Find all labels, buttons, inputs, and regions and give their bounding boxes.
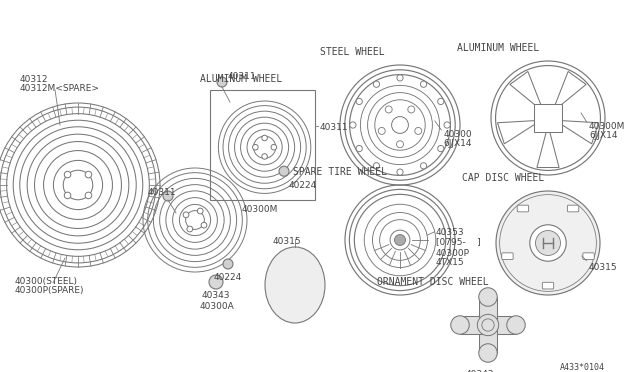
Text: 40300M: 40300M [589, 122, 625, 131]
Circle shape [350, 122, 356, 128]
Circle shape [420, 163, 427, 169]
Text: 40311: 40311 [320, 123, 349, 132]
Text: ALUMINUM WHEEL: ALUMINUM WHEEL [200, 74, 282, 84]
Circle shape [392, 116, 408, 134]
Circle shape [373, 81, 380, 87]
Circle shape [262, 135, 268, 141]
Circle shape [163, 191, 173, 201]
Text: 40353: 40353 [436, 228, 465, 237]
Polygon shape [479, 297, 497, 325]
Circle shape [451, 316, 469, 334]
Circle shape [85, 171, 92, 178]
FancyBboxPatch shape [502, 253, 513, 260]
Text: 40315: 40315 [273, 237, 301, 246]
Text: 40224: 40224 [214, 273, 242, 282]
Text: 40300P(SPARE): 40300P(SPARE) [15, 286, 84, 295]
Polygon shape [497, 121, 536, 144]
Circle shape [397, 141, 403, 148]
Text: STEEL WHEEL: STEEL WHEEL [320, 47, 384, 57]
Circle shape [201, 222, 207, 228]
Circle shape [64, 171, 71, 178]
Text: 40300(STEEL): 40300(STEEL) [15, 277, 78, 286]
Circle shape [507, 316, 525, 334]
Polygon shape [488, 316, 516, 334]
Polygon shape [554, 71, 586, 109]
Circle shape [538, 108, 544, 114]
Circle shape [356, 145, 362, 152]
Circle shape [444, 122, 450, 128]
Polygon shape [559, 121, 598, 144]
Ellipse shape [265, 247, 325, 323]
Text: 40315: 40315 [589, 263, 617, 272]
Circle shape [397, 169, 403, 175]
Text: 40300M: 40300M [241, 205, 278, 214]
Text: 40343: 40343 [466, 370, 494, 372]
Circle shape [197, 208, 203, 214]
Circle shape [479, 344, 497, 362]
FancyBboxPatch shape [568, 205, 579, 212]
Text: 40312: 40312 [20, 75, 49, 84]
Text: A433*0104: A433*0104 [560, 363, 605, 372]
Circle shape [408, 106, 415, 113]
Circle shape [356, 98, 362, 105]
Circle shape [271, 144, 276, 150]
FancyBboxPatch shape [542, 282, 554, 289]
Text: SPARE TIRE WHEEL: SPARE TIRE WHEEL [293, 167, 387, 177]
Text: 6JJX14: 6JJX14 [443, 139, 472, 148]
Text: CAP DISC WHEEL: CAP DISC WHEEL [462, 173, 544, 183]
Text: 40312M<SPARE>: 40312M<SPARE> [20, 84, 100, 93]
Circle shape [378, 128, 385, 134]
Text: ALUMINUM WHEEL: ALUMINUM WHEEL [457, 43, 539, 53]
Text: 40224: 40224 [289, 181, 317, 190]
Circle shape [209, 275, 223, 289]
Circle shape [397, 75, 403, 81]
Circle shape [394, 234, 406, 246]
Text: ORNAMENT DISC WHEEL: ORNAMENT DISC WHEEL [377, 277, 489, 287]
Text: 40311: 40311 [228, 72, 257, 81]
Polygon shape [510, 71, 542, 109]
Circle shape [262, 154, 268, 159]
FancyBboxPatch shape [583, 253, 594, 260]
Circle shape [479, 288, 497, 306]
Circle shape [253, 144, 258, 150]
Circle shape [85, 192, 92, 199]
Circle shape [183, 212, 189, 218]
Polygon shape [460, 316, 488, 334]
Circle shape [477, 314, 499, 336]
Circle shape [438, 98, 444, 105]
Circle shape [187, 226, 193, 232]
Text: 4TX15: 4TX15 [436, 258, 465, 267]
Circle shape [496, 191, 600, 295]
Circle shape [420, 81, 427, 87]
Text: 40311: 40311 [148, 188, 177, 197]
Circle shape [552, 108, 557, 114]
Circle shape [223, 259, 233, 269]
Circle shape [373, 163, 380, 169]
Text: 40300P: 40300P [436, 249, 470, 258]
Circle shape [390, 230, 410, 250]
Circle shape [530, 225, 566, 261]
Circle shape [385, 106, 392, 113]
FancyBboxPatch shape [517, 205, 529, 212]
Circle shape [279, 166, 289, 176]
Circle shape [415, 128, 422, 134]
Circle shape [536, 231, 561, 256]
Text: [0795-    ]: [0795- ] [436, 237, 481, 246]
Polygon shape [537, 131, 559, 167]
Circle shape [438, 145, 444, 152]
Circle shape [552, 122, 557, 128]
Polygon shape [479, 325, 497, 353]
Text: 40300A: 40300A [200, 302, 235, 311]
Circle shape [64, 192, 71, 199]
Bar [534, 104, 562, 132]
Bar [210, 90, 315, 200]
Text: 40300: 40300 [443, 130, 472, 139]
Circle shape [538, 122, 544, 128]
Circle shape [217, 77, 227, 87]
Text: 6JJX14: 6JJX14 [589, 131, 618, 140]
Text: 40343: 40343 [202, 291, 230, 300]
